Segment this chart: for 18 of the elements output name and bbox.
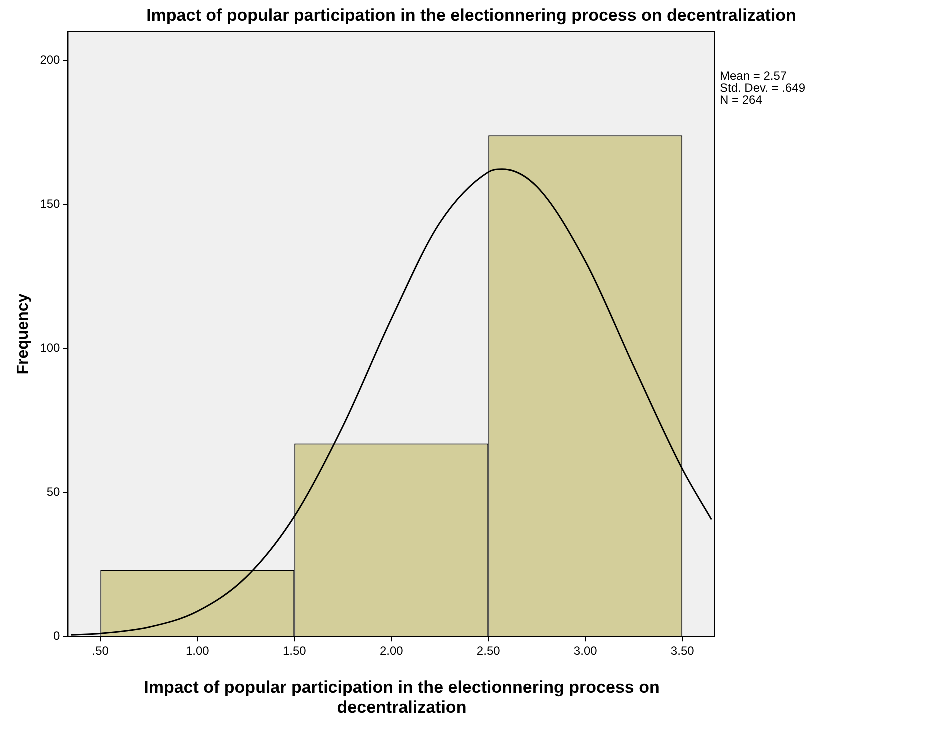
- x-tick-label: 2.00: [380, 644, 404, 658]
- x-axis-title: Impact of popular participation in the electionnering process on decentralization: [143, 678, 661, 718]
- y-tick-label: 0: [54, 628, 61, 643]
- x-tick-label: 3.00: [574, 644, 598, 658]
- x-tick-label: 3.50: [670, 644, 695, 658]
- y-tick-label: 100: [40, 341, 61, 356]
- y-tick-label: 150: [40, 197, 61, 212]
- text: Std. Dev. = .649: [720, 81, 806, 95]
- y-tick-label: 200: [40, 53, 61, 68]
- y-tick-label: 50: [46, 484, 61, 499]
- x-tick-label: .50: [92, 644, 110, 658]
- x-tick-label: 1.50: [282, 644, 307, 658]
- x-tick-label: 1.00: [186, 644, 210, 658]
- x-tick-label: 2.50: [476, 644, 501, 658]
- text: Mean = 2.57: [720, 69, 788, 83]
- text: N = 264: [720, 93, 764, 107]
- chart-title: Impact of popular participation in the electionnering process on decentralization: [146, 6, 798, 26]
- y-axis-title: Frequency: [15, 294, 32, 375]
